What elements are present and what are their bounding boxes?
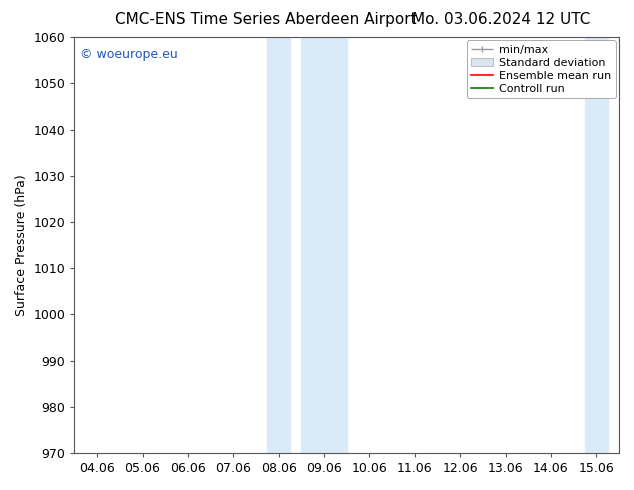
Bar — [268, 37, 290, 453]
Text: Mo. 03.06.2024 12 UTC: Mo. 03.06.2024 12 UTC — [411, 12, 590, 27]
Legend: min/max, Standard deviation, Ensemble mean run, Controll run: min/max, Standard deviation, Ensemble me… — [467, 41, 616, 98]
Y-axis label: Surface Pressure (hPa): Surface Pressure (hPa) — [15, 174, 28, 316]
Bar — [585, 37, 607, 453]
Text: CMC-ENS Time Series Aberdeen Airport: CMC-ENS Time Series Aberdeen Airport — [115, 12, 417, 27]
Bar — [301, 37, 347, 453]
Text: © woeurope.eu: © woeurope.eu — [80, 48, 178, 61]
Bar — [619, 37, 634, 453]
